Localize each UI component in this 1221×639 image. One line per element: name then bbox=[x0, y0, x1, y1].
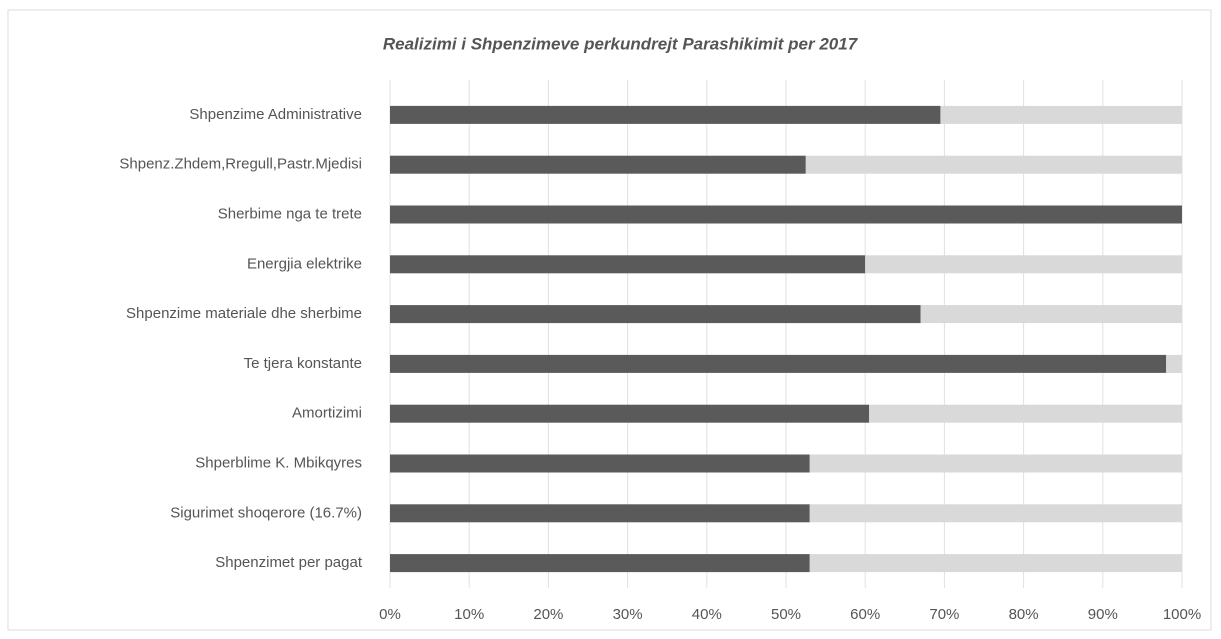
bar bbox=[390, 404, 870, 423]
x-tick-label: 60% bbox=[850, 606, 880, 623]
y-tick-label: Amortizimi bbox=[292, 405, 362, 422]
bar bbox=[390, 554, 810, 573]
x-tick-label: 30% bbox=[613, 606, 643, 623]
y-tick-label: Shpenzime Administrative bbox=[189, 106, 362, 123]
bar bbox=[805, 155, 1182, 174]
bar bbox=[390, 105, 941, 124]
bar bbox=[390, 454, 810, 473]
bar bbox=[390, 305, 921, 324]
bar bbox=[390, 504, 810, 523]
bar bbox=[390, 255, 866, 274]
y-tick-label: Shpenzime materiale dhe sherbime bbox=[126, 305, 362, 322]
bar bbox=[809, 554, 1182, 573]
bar bbox=[390, 155, 806, 174]
y-tick-label: Sigurimet shoqerore (16.7%) bbox=[170, 504, 362, 521]
x-tick-label: 50% bbox=[771, 606, 801, 623]
x-tick-label: 70% bbox=[929, 606, 959, 623]
bar bbox=[865, 255, 1182, 274]
y-tick-label: Shperblime K. Mbikqyres bbox=[195, 454, 362, 471]
x-tick-label: 0% bbox=[379, 606, 401, 623]
bar bbox=[940, 105, 1182, 124]
y-tick-label: Shpenz.Zhdem,Rregull,Pastr.Mjedisi bbox=[119, 156, 362, 173]
bar bbox=[390, 205, 1182, 224]
x-tick-label: 10% bbox=[454, 606, 484, 623]
bar bbox=[1166, 354, 1182, 373]
bar bbox=[809, 454, 1182, 473]
y-tick-label: Te tjera konstante bbox=[244, 355, 362, 372]
y-tick-label: Sherbime nga te trete bbox=[218, 205, 362, 222]
y-tick-label: Shpenzimet per pagat bbox=[215, 554, 363, 571]
x-tick-label: 40% bbox=[692, 606, 722, 623]
bar bbox=[869, 404, 1182, 423]
x-tick-label: 20% bbox=[533, 606, 563, 623]
chart-title: Realizimi i Shpenzimeve perkundrejt Para… bbox=[383, 34, 859, 53]
x-tick-label: 100% bbox=[1163, 606, 1201, 623]
bar bbox=[920, 305, 1182, 324]
bar bbox=[390, 354, 1167, 373]
bar bbox=[809, 504, 1182, 523]
x-tick-label: 80% bbox=[1009, 606, 1039, 623]
y-tick-label: Energjia elektrike bbox=[247, 255, 362, 272]
x-tick-label: 90% bbox=[1088, 606, 1118, 623]
